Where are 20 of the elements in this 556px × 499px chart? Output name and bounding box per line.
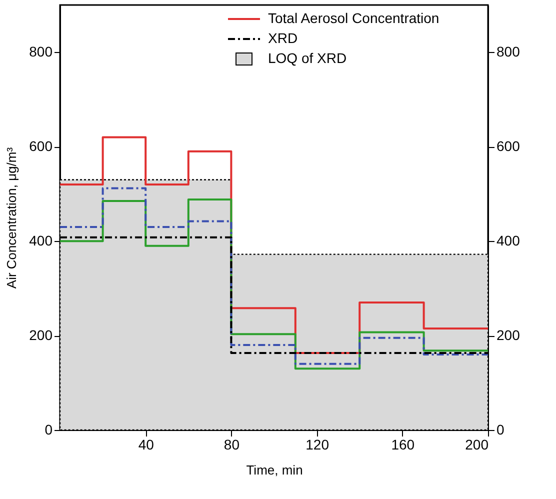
y2-tick-label: 600	[496, 138, 520, 154]
x-axis-title: Time, min	[246, 462, 303, 478]
y-axis-title: Air Concentration, μg/m³	[4, 146, 20, 289]
legend-label: XRD	[268, 30, 298, 46]
x-tick-label: 80	[224, 436, 240, 452]
x-tick-label: 40	[138, 436, 154, 452]
y2-tick-label: 0	[496, 422, 504, 438]
y2-tick-label: 800	[496, 44, 520, 60]
y-tick-label: 0	[44, 422, 53, 438]
x-tick-label: 200	[465, 436, 489, 452]
x-tick-label: 160	[391, 436, 415, 452]
y-tick-label: 200	[29, 327, 53, 344]
legend-label: LOQ of XRD	[268, 50, 347, 66]
y2-tick-label: 400	[496, 232, 520, 249]
y2-tick-label: 200	[496, 327, 520, 344]
y-tick-label: 800	[29, 44, 53, 60]
y-tick-label: 400	[29, 232, 53, 249]
legend-label: Total Aerosol Concentration	[268, 10, 440, 26]
y-tick-label: 600	[29, 138, 53, 154]
x-tick-label: 120	[306, 436, 330, 452]
